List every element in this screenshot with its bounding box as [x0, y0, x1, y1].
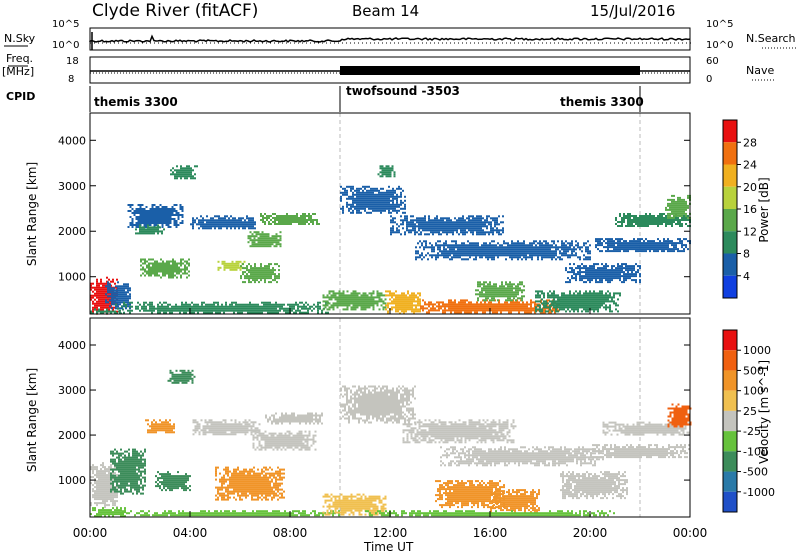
x-tick-label: 08:00: [273, 526, 308, 540]
scatter-region: [260, 213, 320, 225]
scatter-region: [385, 290, 421, 315]
velocity-colorbar-swatch: [723, 410, 737, 432]
y-tick-label: 1000: [58, 474, 86, 487]
x-tick-label: 20:00: [573, 526, 608, 540]
y-tick-label: 4000: [58, 339, 86, 352]
power-colorbar-tick-label: 4: [743, 270, 750, 283]
scatter-region: [247, 231, 282, 248]
scatter-region: [475, 281, 525, 302]
scatter-region: [110, 448, 146, 495]
power-colorbar-tick-label: 12: [743, 225, 757, 238]
scatter-region: [167, 369, 196, 384]
power-colorbar-swatch: [723, 120, 737, 143]
velocity-colorbar-tick-label: -100: [743, 445, 768, 458]
scatter-region: [145, 419, 175, 434]
x-tick-label: 16:00: [473, 526, 508, 540]
freq-panel-frame: [89, 56, 691, 84]
noise-sky-trace: [89, 34, 691, 43]
scatter-region: [667, 403, 692, 428]
velocity-colorbar-tick-label: -500: [743, 466, 768, 479]
scatter-region: [252, 430, 317, 451]
power-colorbar-swatch: [723, 186, 737, 209]
velocity-colorbar-swatch: [723, 330, 737, 351]
scatter-region: [590, 444, 690, 459]
scatter-region: [377, 165, 396, 178]
scatter-region: [155, 471, 191, 492]
velocity-colorbar-tick-label: 1000: [743, 344, 771, 357]
power-colorbar-swatch: [723, 164, 737, 187]
y-tick-label: 1000: [58, 271, 86, 284]
scatter-region: [215, 466, 285, 501]
velocity-colorbar-tick-label: -25: [743, 425, 761, 438]
y-tick-label: 3000: [58, 180, 86, 193]
scatter-region: [170, 165, 198, 180]
power-colorbar-tick-label: 8: [743, 248, 750, 261]
scatter-region: [217, 260, 246, 271]
x-tick-label: 04:00: [173, 526, 208, 540]
scatter-region: [190, 215, 256, 230]
velocity-colorbar-swatch: [723, 350, 737, 371]
power-colorbar-tick-label: 20: [743, 181, 757, 194]
scatter-region: [340, 185, 406, 214]
scatter-region: [565, 263, 641, 284]
scatter-region: [365, 510, 615, 517]
scatter-region: [90, 462, 118, 509]
power-colorbar-tick-label: 24: [743, 159, 757, 172]
scatter-region: [402, 419, 517, 444]
scatter-region: [135, 224, 165, 235]
scatter-region: [340, 385, 416, 424]
velocity-colorbar-swatch: [723, 370, 737, 391]
velocity-colorbar-tick-label: 500: [743, 364, 764, 377]
x-tick-label: 00:00: [73, 526, 108, 540]
velocity-colorbar-swatch: [723, 451, 737, 472]
y-tick-label: 3000: [58, 384, 86, 397]
scatter-region: [120, 510, 340, 517]
scatter-region: [115, 301, 329, 314]
scatter-region: [440, 446, 604, 467]
noise-panel-frame: [89, 27, 691, 51]
scatter-region: [265, 412, 323, 425]
x-tick-label: 00:00: [673, 526, 708, 540]
y-tick-label: 2000: [58, 429, 86, 442]
power-colorbar-swatch: [723, 253, 737, 276]
power-colorbar-swatch: [723, 275, 737, 298]
heatmap-1: [90, 369, 692, 518]
power-colorbar-tick-label: 16: [743, 203, 757, 216]
scatter-region: [322, 290, 387, 311]
power-colorbar-tick-label: 28: [743, 136, 757, 149]
scatter-region: [490, 489, 540, 514]
scatter-region: [415, 240, 591, 261]
velocity-colorbar-tick-label: 100: [743, 385, 764, 398]
twofsound-frequency-block: [340, 66, 640, 75]
velocity-colorbar-swatch: [723, 491, 737, 512]
scatter-region: [140, 258, 190, 279]
velocity-colorbar-swatch: [723, 390, 737, 411]
scatter-region: [390, 215, 504, 236]
velocity-colorbar-tick-label: 25: [743, 405, 757, 418]
velocity-colorbar-swatch: [723, 471, 737, 492]
power-colorbar-swatch: [723, 142, 737, 165]
scatter-region: [192, 419, 261, 436]
scatter-region: [560, 471, 628, 500]
velocity-colorbar-frame: [722, 329, 738, 513]
power-colorbar-swatch: [723, 231, 737, 254]
velocity-colorbar-swatch: [723, 431, 737, 452]
heatmap-0: [90, 165, 691, 315]
x-tick-label: 12:00: [373, 526, 408, 540]
scatter-region: [127, 204, 184, 228]
scatter-region: [595, 238, 691, 253]
scatter-region: [535, 290, 621, 313]
power-panel-frame: [89, 112, 691, 315]
scatter-region: [90, 507, 126, 518]
scatter-region: [240, 263, 280, 284]
y-tick-label: 4000: [58, 134, 86, 147]
velocity-colorbar-tick-label: -1000: [743, 486, 775, 499]
y-tick-label: 2000: [58, 225, 86, 238]
power-colorbar-swatch: [723, 209, 737, 232]
power-colorbar-frame: [722, 119, 738, 299]
velocity-panel-frame: [89, 317, 691, 518]
